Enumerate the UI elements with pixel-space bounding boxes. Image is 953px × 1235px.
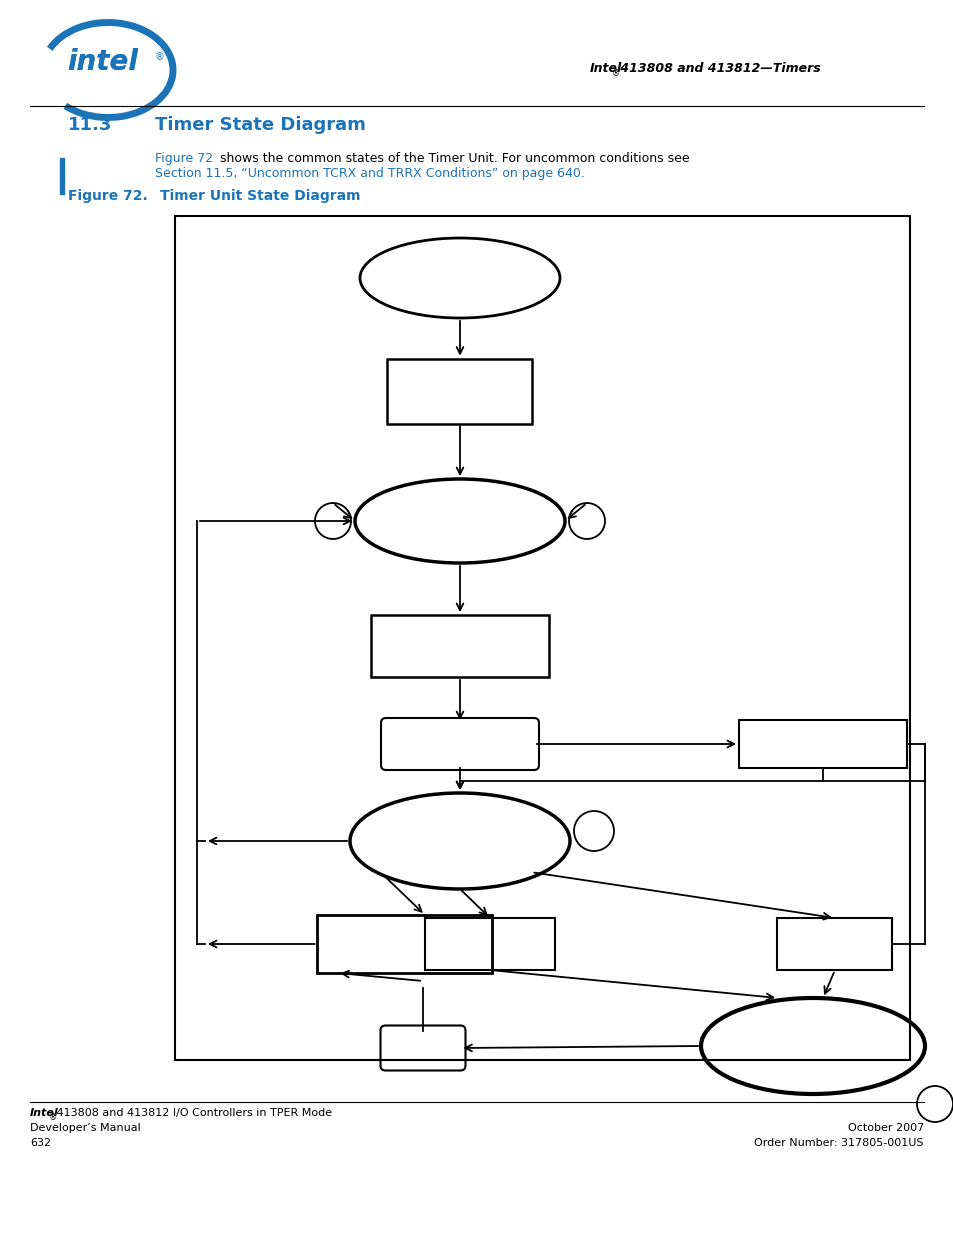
Text: intel: intel: [68, 48, 138, 77]
Text: 413808 and 413812—Timers: 413808 and 413812—Timers: [616, 62, 820, 75]
Bar: [371, 615, 548, 677]
Bar: [739, 720, 906, 768]
Bar: [60, 158, 64, 194]
Text: intel: intel: [68, 48, 138, 77]
Text: Timer State Diagram: Timer State Diagram: [154, 116, 366, 135]
Text: Intel: Intel: [589, 62, 621, 75]
Text: Figure 72.: Figure 72.: [68, 189, 148, 203]
Text: 11.3: 11.3: [68, 116, 112, 135]
Text: 632: 632: [30, 1137, 51, 1149]
Text: Intel: Intel: [30, 1108, 59, 1118]
Text: Timer Unit State Diagram: Timer Unit State Diagram: [160, 189, 360, 203]
Text: 413808 and 413812 I/O Controllers in TPER Mode: 413808 and 413812 I/O Controllers in TPE…: [53, 1108, 332, 1118]
Bar: [317, 915, 492, 973]
Text: ®: ®: [612, 69, 619, 78]
Text: Order Number: 317805-001US: Order Number: 317805-001US: [754, 1137, 923, 1149]
Text: Section 11.5, “Uncommon TCRX and TRRX Conditions” on page 640.: Section 11.5, “Uncommon TCRX and TRRX Co…: [154, 167, 584, 180]
Text: Figure 72: Figure 72: [154, 152, 213, 165]
Text: ®: ®: [154, 52, 165, 62]
Text: ®: ®: [49, 1113, 57, 1123]
Bar: [387, 358, 532, 424]
Bar: [424, 918, 555, 969]
Bar: [174, 216, 909, 1060]
Bar: [777, 918, 892, 969]
Text: October 2007: October 2007: [847, 1123, 923, 1132]
Text: Developer’s Manual: Developer’s Manual: [30, 1123, 141, 1132]
Text: shows the common states of the Timer Unit. For uncommon conditions see: shows the common states of the Timer Uni…: [215, 152, 689, 165]
